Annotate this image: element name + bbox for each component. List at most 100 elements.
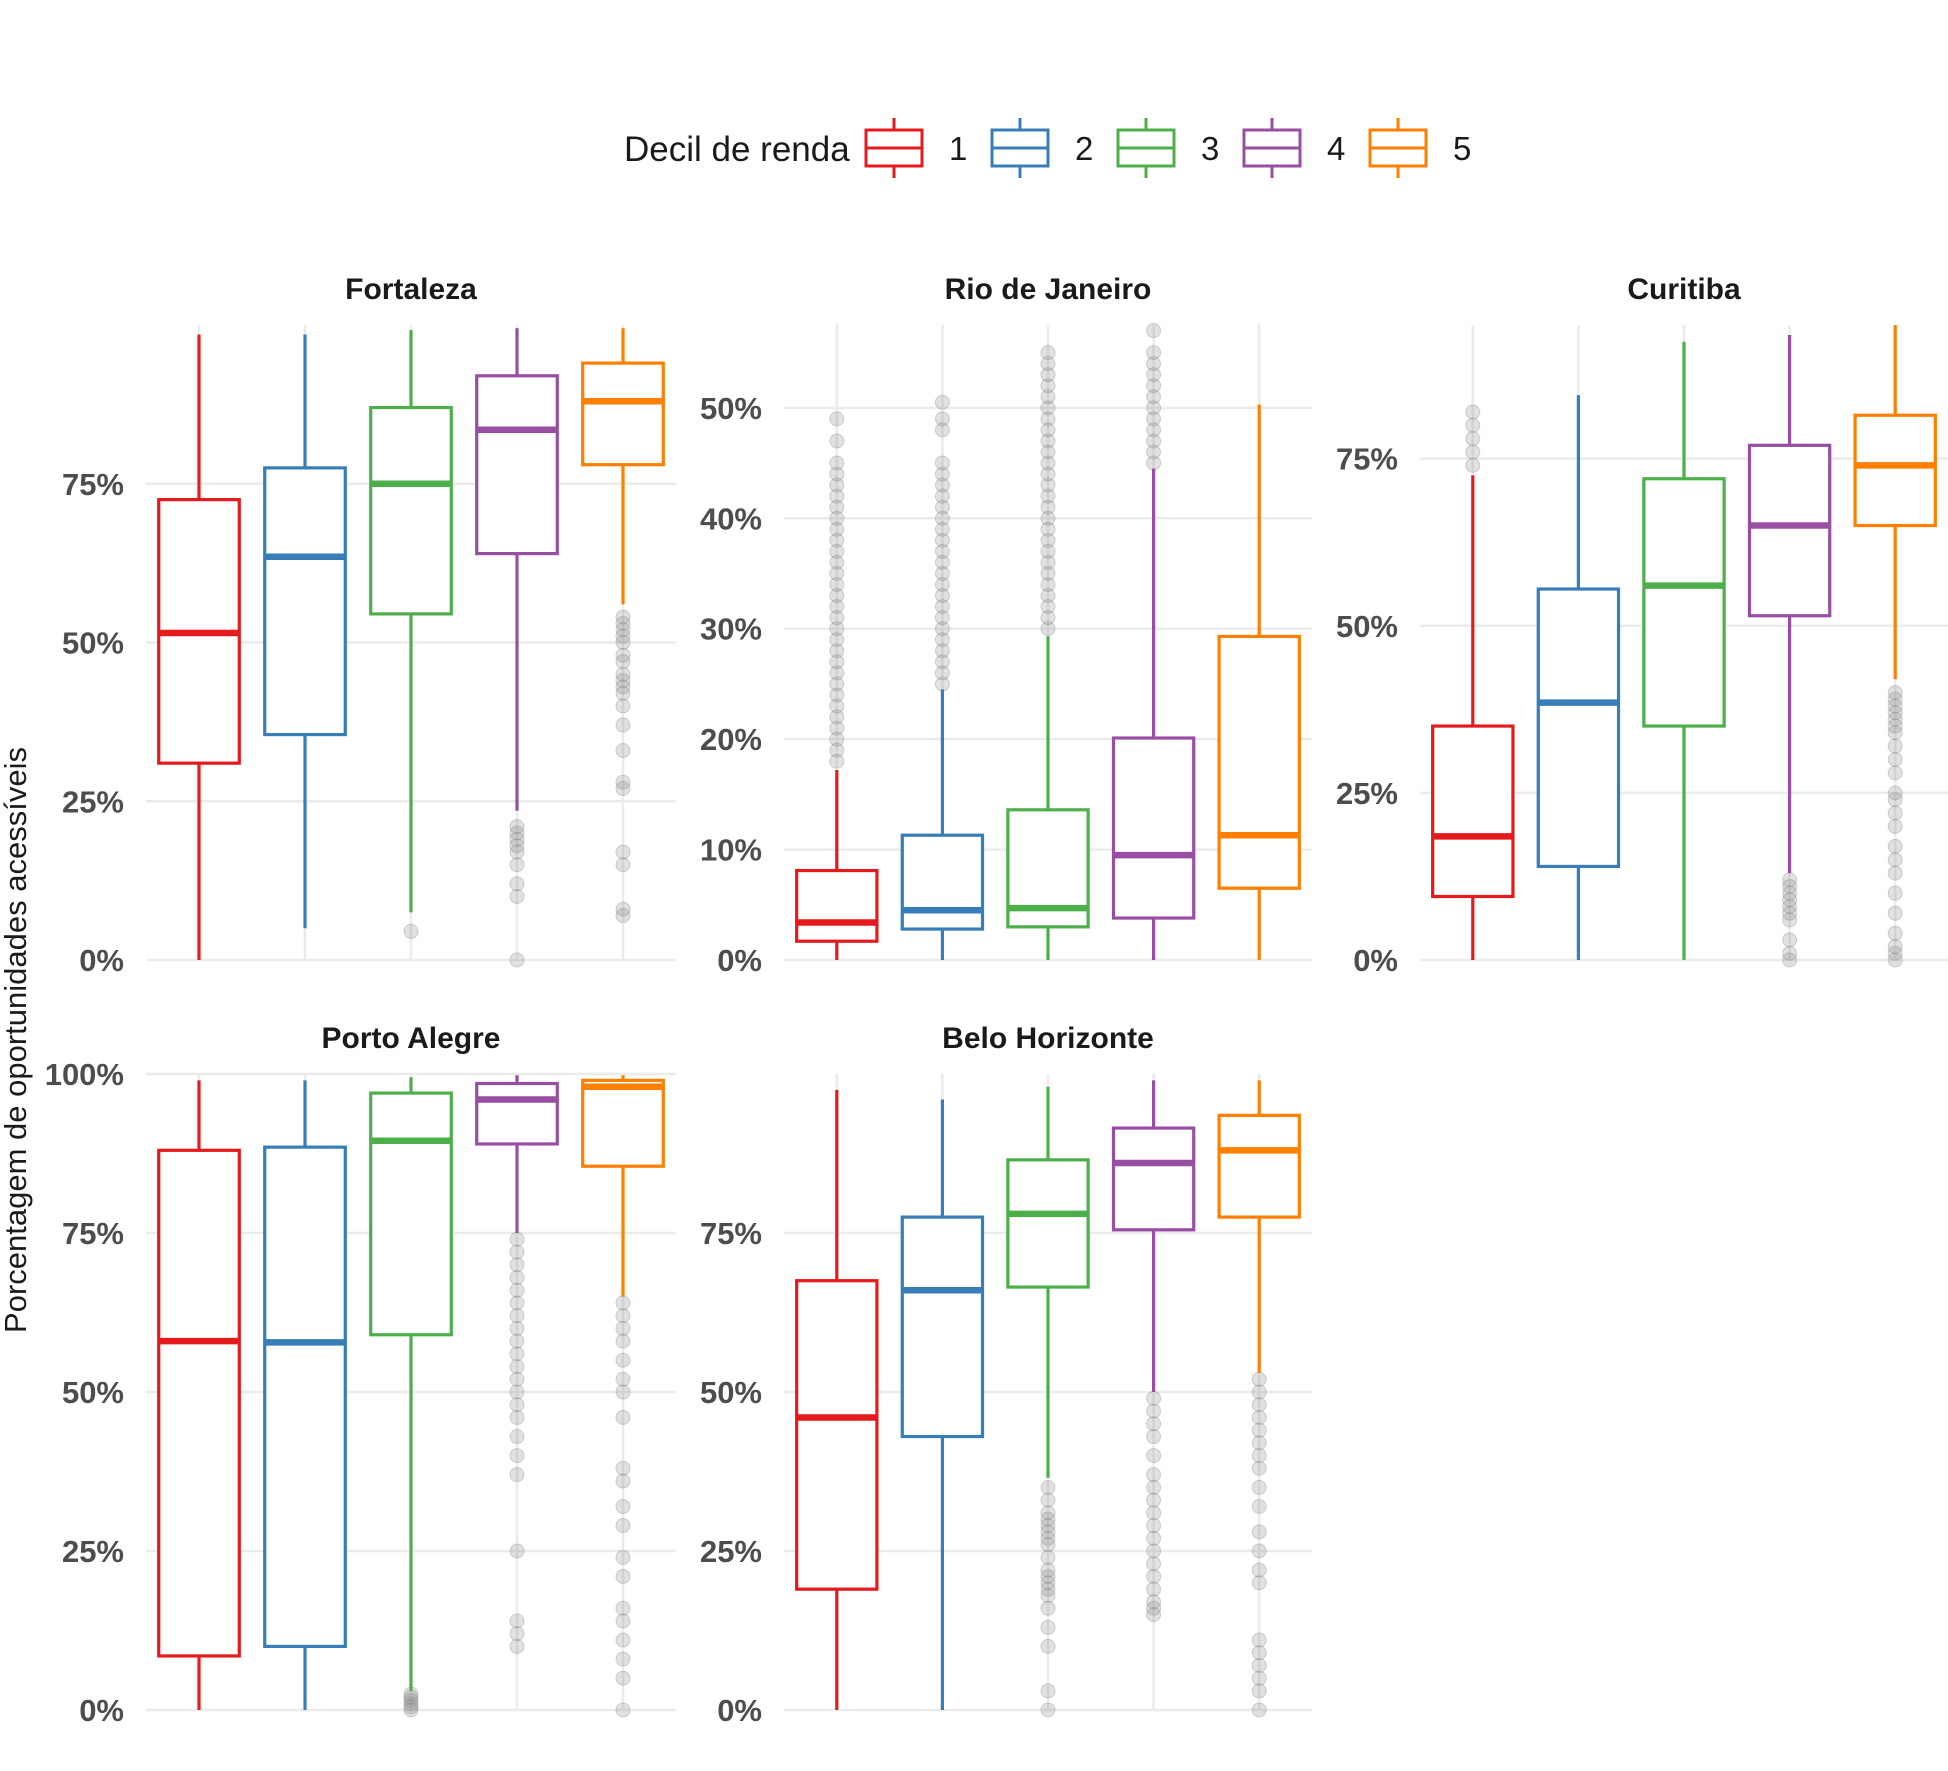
outlier-point — [934, 499, 950, 515]
outlier-point — [1887, 685, 1903, 701]
outlier-point — [403, 1702, 419, 1718]
box-decile-5 — [1217, 1080, 1301, 1718]
iqr-box — [795, 1279, 879, 1591]
outlier-point — [1040, 400, 1056, 416]
iqr-box — [1111, 736, 1196, 920]
outlier-point — [509, 844, 525, 860]
outlier-point — [1040, 356, 1056, 372]
legend-key-label: 3 — [1201, 130, 1219, 167]
outlier-point — [829, 433, 845, 449]
outlier-point — [615, 1352, 631, 1368]
y-tick-label: 75% — [62, 467, 124, 502]
outlier-point — [1887, 698, 1903, 714]
outlier-point — [829, 753, 845, 769]
outlier-point — [1146, 1530, 1162, 1546]
outlier-point — [1040, 1702, 1056, 1718]
outlier-point — [1040, 378, 1056, 394]
outlier-point — [1146, 1467, 1162, 1483]
outlier-point — [615, 1333, 631, 1349]
outlier-point — [615, 1549, 631, 1565]
outlier-point — [1040, 477, 1056, 493]
outlier-point — [829, 521, 845, 537]
y-tick-label: 0% — [717, 1693, 762, 1728]
outlier-point — [615, 781, 631, 797]
box-decile-4 — [1747, 335, 1832, 968]
outlier-point — [1146, 1403, 1162, 1419]
y-tick-label: 75% — [1336, 442, 1398, 477]
iqr-box — [1006, 1158, 1090, 1289]
legend-key-2: 2 — [990, 118, 1093, 178]
outlier-point — [1782, 878, 1798, 894]
y-tick-label: 30% — [700, 612, 762, 647]
outlier-point — [1040, 411, 1056, 427]
outlier-point — [1465, 457, 1481, 473]
outlier-point — [829, 709, 845, 725]
y-tick-label: 75% — [62, 1216, 124, 1251]
box-decile-1 — [157, 1080, 241, 1710]
outlier-point — [1040, 577, 1056, 593]
outlier-point — [934, 588, 950, 604]
outlier-point — [829, 477, 845, 493]
outlier-point — [1040, 1537, 1056, 1553]
outlier-point — [1040, 455, 1056, 471]
outlier-point — [1146, 1568, 1162, 1584]
outlier-point — [934, 488, 950, 504]
outlier-point — [1251, 1397, 1267, 1413]
outlier-point — [934, 466, 950, 482]
outlier-point — [509, 1333, 525, 1349]
outlier-point — [934, 565, 950, 581]
outlier-point — [615, 1632, 631, 1648]
outlier-point — [615, 1518, 631, 1534]
outlier-point — [1040, 1581, 1056, 1597]
facet-panels: Fortaleza 0% 25% 50% 75% Rio de Janeiro 0% 10% 2… — [45, 273, 1948, 1728]
outlier-point — [509, 1626, 525, 1642]
box-decile-1 — [795, 411, 879, 960]
outlier-point — [615, 1473, 631, 1489]
outlier-point — [509, 1371, 525, 1387]
iqr-box — [1853, 413, 1937, 528]
y-tick-label: 50% — [1336, 609, 1398, 644]
outlier-point — [1040, 466, 1056, 482]
y-tick-label: 25% — [700, 1534, 762, 1569]
outlier-point — [1146, 444, 1162, 460]
outlier-point — [1040, 499, 1056, 515]
iqr-box — [900, 833, 985, 931]
outlier-point — [1040, 422, 1056, 438]
outlier-point — [615, 1600, 631, 1616]
outlier-point — [1146, 356, 1162, 372]
y-tick-label: 10% — [700, 833, 762, 868]
outlier-point — [509, 876, 525, 892]
outlier-point — [1146, 422, 1162, 438]
iqr-box — [1111, 1126, 1196, 1232]
panel-title: Fortaleza — [345, 273, 477, 306]
outlier-point — [615, 1670, 631, 1686]
box-decile-2 — [263, 1080, 347, 1710]
outlier-point — [829, 510, 845, 526]
outlier-point — [1465, 431, 1481, 447]
y-tick-label: 50% — [700, 391, 762, 426]
outlier-point — [1251, 1422, 1267, 1438]
outlier-point — [509, 1346, 525, 1362]
outlier-point — [1040, 1479, 1056, 1495]
outlier-point — [1887, 792, 1903, 808]
outlier-point — [829, 665, 845, 681]
outlier-point — [1887, 838, 1903, 854]
outlier-point — [934, 599, 950, 615]
outlier-point — [615, 666, 631, 682]
outlier-point — [509, 1384, 525, 1400]
outlier-point — [934, 422, 950, 438]
outlier-point — [1251, 1562, 1267, 1578]
outlier-point — [1465, 417, 1481, 433]
outlier-point — [1782, 885, 1798, 901]
outlier-point — [934, 455, 950, 471]
y-tick-label: 20% — [700, 722, 762, 757]
outlier-point — [829, 731, 845, 747]
outlier-point — [1040, 1530, 1056, 1546]
iqr-box — [263, 1145, 347, 1649]
panel-porto-alegre: Porto Alegre 0% 25% 50% 75% 100% — [45, 1022, 676, 1728]
outlier-point — [1887, 945, 1903, 961]
outlier-point — [1465, 404, 1481, 420]
outlier-point — [615, 615, 631, 631]
outlier-point — [615, 1651, 631, 1667]
outlier-point — [934, 621, 950, 637]
